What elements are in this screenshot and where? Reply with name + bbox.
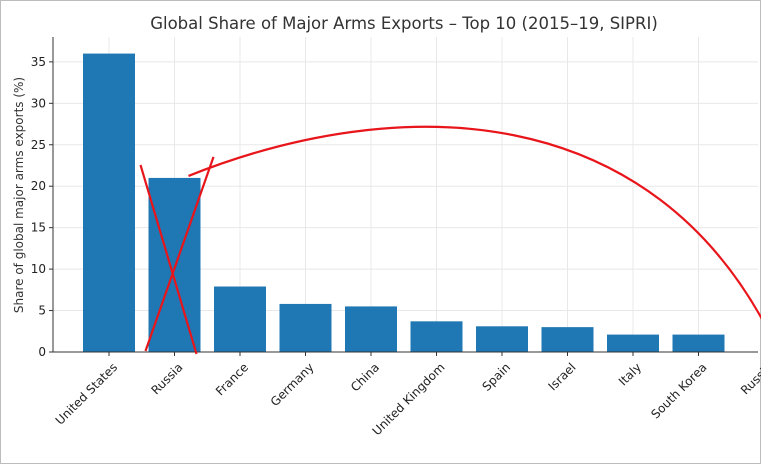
chart-title: Global Share of Major Arms Exports – Top… xyxy=(150,14,658,33)
bar-south-korea xyxy=(672,334,725,352)
x-tick-label: Germany xyxy=(268,360,317,409)
bar-israel xyxy=(541,327,594,352)
y-tick-label: 5 xyxy=(38,304,46,318)
x-tick-label: China xyxy=(348,360,382,394)
x-tick-label: Israel xyxy=(546,360,579,393)
bar-china xyxy=(345,306,397,352)
y-tick-label: 35 xyxy=(31,55,46,69)
x-tick-label: United States xyxy=(53,360,120,427)
x-tick-label: Russia xyxy=(738,360,761,397)
axes xyxy=(52,37,758,353)
y-tick-label: 20 xyxy=(31,179,46,193)
annotations xyxy=(139,125,761,355)
x-tick-label: Spain xyxy=(480,360,514,394)
curved-arrow xyxy=(188,125,761,320)
bar-united-kingdom xyxy=(410,321,463,352)
x-tick-label: France xyxy=(213,360,251,398)
cross-out-stroke xyxy=(139,164,198,355)
x-ticks: United States Russia France Germany ChinaUni… xyxy=(53,352,761,438)
bar-germany xyxy=(279,303,332,352)
y-tick-label: 0 xyxy=(38,345,46,359)
bars xyxy=(83,53,725,352)
y-tick-label: 15 xyxy=(31,221,46,235)
bar-france xyxy=(214,286,266,352)
y-ticks: 0 5 10 15 20 25 30 35 xyxy=(31,55,53,359)
x-tick-label: Italy xyxy=(616,360,644,388)
y-tick-label: 10 xyxy=(31,262,46,276)
bar-italy xyxy=(607,334,659,352)
bar-united-states xyxy=(83,53,135,352)
y-tick-label: 25 xyxy=(31,138,46,152)
x-tick-label: Russia xyxy=(148,360,185,397)
y-tick-label: 30 xyxy=(31,96,46,110)
x-tick-label: South Korea xyxy=(648,360,709,421)
cross-out-stroke xyxy=(144,156,215,352)
bar-spain xyxy=(476,326,528,352)
x-tick-label: United Kingdom xyxy=(370,360,448,438)
y-axis-label: Share of global major arms exports (%) xyxy=(12,77,26,313)
